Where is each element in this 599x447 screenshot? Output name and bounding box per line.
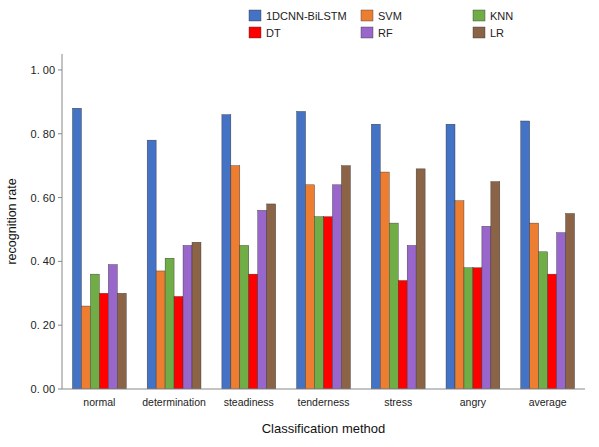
bar (530, 223, 539, 389)
x-tick-label: tenderness (298, 396, 350, 408)
bar (491, 182, 500, 389)
bar (473, 268, 482, 389)
x-tick-label: steadiness (224, 396, 274, 408)
bar (258, 210, 267, 389)
y-tick (58, 69, 62, 70)
bar (380, 172, 389, 389)
legend-label: SVM (378, 10, 402, 22)
bar (297, 111, 306, 389)
x-tick-label: average (529, 396, 567, 408)
bar (566, 214, 575, 389)
x-axis-title: Classification method (262, 421, 386, 436)
x-tick-label: normal (83, 396, 115, 408)
bar (464, 268, 473, 389)
legend-swatch (361, 27, 373, 38)
bar (455, 201, 464, 389)
bar (165, 258, 174, 389)
bar (398, 281, 407, 389)
bar (267, 204, 276, 389)
y-tick (58, 261, 62, 262)
legend-label: 1DCNN-BiLSTM (266, 10, 347, 22)
bar (371, 124, 380, 389)
legend-label: LR (490, 27, 504, 39)
bar (521, 121, 530, 389)
bar (174, 296, 183, 389)
legend-swatch (249, 27, 261, 38)
bar (90, 274, 99, 389)
y-tick-label: 0. 00 (31, 383, 55, 395)
bar (183, 245, 192, 389)
y-tick-label: 0. 60 (31, 192, 55, 204)
y-axis-title: recognition rate (5, 178, 19, 264)
bar (231, 166, 240, 389)
bar (240, 245, 249, 389)
bar (548, 274, 557, 389)
legend-swatch (361, 10, 373, 21)
y-tick (58, 133, 62, 134)
legend-label: KNN (490, 10, 513, 22)
x-axis-line (62, 389, 585, 390)
bar (306, 185, 315, 389)
chart: 0. 00 0. 20 0. 40 0. 60 0. 80 1. 00 normal dete… (0, 0, 599, 447)
bar (81, 306, 90, 389)
bar (249, 274, 258, 389)
legend-swatch (249, 10, 261, 21)
x-tick-label: determination (142, 396, 206, 408)
bar (539, 252, 548, 389)
bar (192, 242, 201, 389)
x-tick-label: angry (460, 396, 487, 408)
legend: 1DCNN-BiLSTM SVM KNN DT RF LR (249, 10, 513, 39)
bar (147, 140, 156, 389)
bar (108, 265, 117, 389)
bar (99, 293, 108, 389)
y-axis-line (62, 54, 63, 389)
bar (482, 226, 491, 389)
bar (222, 115, 231, 389)
x-tick-label: stress (384, 396, 412, 408)
legend-swatch (473, 10, 485, 21)
legend-label: RF (378, 27, 393, 39)
y-tick (58, 389, 62, 390)
bar (332, 185, 341, 389)
bar (324, 217, 333, 389)
bar (72, 108, 81, 389)
y-tick-label: 0. 80 (31, 128, 55, 140)
bar (557, 233, 566, 389)
y-tick-label: 0. 20 (31, 319, 55, 331)
bar (446, 124, 455, 389)
bar (341, 166, 350, 389)
bar (416, 169, 425, 389)
y-tick (58, 197, 62, 198)
legend-label: DT (266, 27, 281, 39)
bar (407, 245, 416, 389)
bars (72, 108, 574, 389)
bar (389, 223, 398, 389)
legend-swatch (473, 27, 485, 38)
y-tick-label: 0. 40 (31, 255, 55, 267)
bar (117, 293, 126, 389)
bar (156, 271, 165, 389)
y-tick-label: 1. 00 (31, 64, 55, 76)
y-tick (58, 325, 62, 326)
bar (315, 217, 324, 389)
